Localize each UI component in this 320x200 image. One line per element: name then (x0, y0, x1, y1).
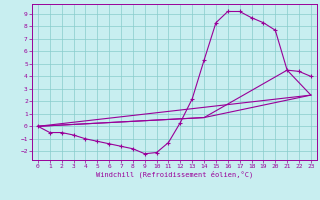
X-axis label: Windchill (Refroidissement éolien,°C): Windchill (Refroidissement éolien,°C) (96, 171, 253, 178)
